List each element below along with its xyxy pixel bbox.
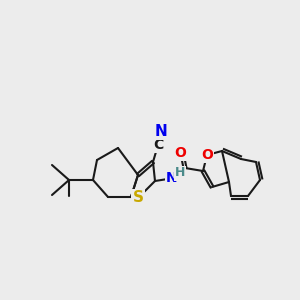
Text: N: N — [166, 171, 178, 185]
Text: O: O — [174, 146, 186, 160]
Text: H: H — [175, 167, 185, 179]
Text: O: O — [201, 148, 213, 162]
Text: C: C — [153, 138, 163, 152]
Text: S: S — [133, 190, 143, 206]
Text: N: N — [154, 124, 167, 139]
